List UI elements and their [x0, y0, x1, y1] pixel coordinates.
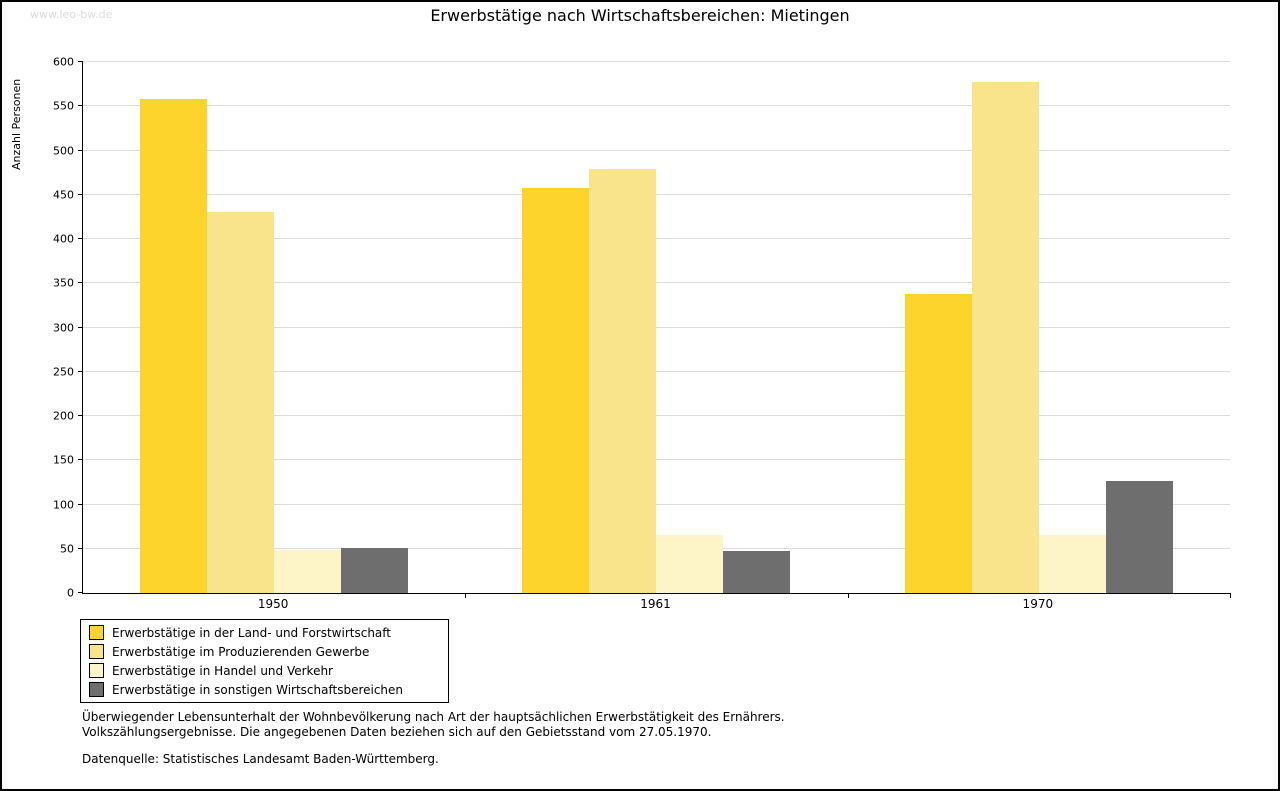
y-tick-label: 500 [53, 144, 74, 157]
x-axis-labels: 1950 1961 1970 [82, 597, 1229, 613]
footnote-line-1: Überwiegender Lebensunterhalt der Wohnbe… [82, 710, 785, 724]
x-tick-label: 1970 [1022, 597, 1054, 611]
y-tick-mark [78, 149, 83, 151]
y-tick-mark [78, 282, 83, 284]
y-tick-mark [78, 61, 83, 62]
y-tick-mark [78, 547, 83, 549]
bar [723, 550, 791, 593]
x-tick-mark [847, 593, 849, 598]
data-source: Datenquelle: Statistisches Landesamt Bad… [82, 752, 439, 766]
y-tick-mark [78, 370, 83, 372]
y-tick-mark [78, 459, 83, 461]
chart-title: Erwerbstätige nach Wirtschaftsbereichen:… [430, 6, 850, 25]
y-tick-mark [78, 193, 83, 195]
y-tick-label: 350 [53, 276, 74, 290]
x-tick-mark [465, 593, 467, 598]
bar [1038, 534, 1106, 593]
legend-label: Erwerbstätige in Handel und Verkehr [112, 663, 333, 678]
bar [904, 293, 972, 593]
bar-group-1950 [83, 62, 465, 593]
footnotes: Überwiegender Lebensunterhalt der Wohnbe… [82, 710, 785, 767]
y-tick-label: 400 [53, 232, 74, 246]
legend-item: Erwerbstätige in Handel und Verkehr [81, 661, 448, 680]
legend-item: Erwerbstätige in sonstigen Wirtschaftsbe… [81, 680, 448, 699]
bar [140, 99, 208, 593]
y-tick-mark [78, 592, 83, 593]
legend-label: Erwerbstätige im Produzierenden Gewerbe [112, 644, 370, 659]
y-tick-label: 50 [60, 542, 74, 556]
legend-item: Erwerbstätige in der Land- und Forstwirt… [81, 623, 448, 642]
bar-group-1970 [848, 62, 1230, 593]
bar [656, 534, 724, 593]
bar [971, 82, 1039, 593]
gridline [83, 61, 1230, 62]
gridline [83, 326, 1230, 328]
gridline [83, 415, 1230, 416]
y-tick-label: 450 [53, 188, 74, 202]
y-tick-mark [78, 326, 83, 328]
watermark-leo-bw: www.leo-bw.de [30, 8, 113, 21]
plot-area [78, 61, 1231, 598]
gridline [83, 193, 1230, 195]
gridline [83, 149, 1230, 151]
bar [1105, 480, 1173, 593]
bar [274, 549, 342, 593]
bar [341, 547, 409, 593]
y-tick-mark [78, 105, 83, 107]
y-tick-label: 300 [53, 321, 74, 334]
gridline [83, 238, 1230, 239]
gridline [83, 459, 1230, 461]
bar-group-1961 [465, 62, 847, 593]
legend-swatch [89, 663, 104, 678]
y-tick-label: 600 [53, 55, 74, 69]
legend-swatch [89, 682, 104, 697]
bar [522, 187, 590, 593]
y-tick-label: 200 [53, 409, 74, 423]
legend-label: Erwerbstätige in sonstigen Wirtschaftsbe… [112, 682, 404, 697]
x-tick-label: 1961 [640, 597, 671, 611]
y-axis-ticks: 0 50 100 150 200 250 300 350 400 450 500 550 600 [2, 56, 74, 600]
gridline [83, 503, 1230, 505]
y-tick-label: 0 [67, 586, 74, 600]
legend: Erwerbstätige in der Land- und Forstwirt… [80, 619, 449, 703]
gridline [83, 282, 1230, 284]
x-tick-label: 1950 [257, 597, 289, 611]
footnote-line-2: Volkszählungsergebnisse. Die angegebenen… [82, 725, 712, 739]
y-tick-mark [78, 415, 83, 416]
gridline [83, 105, 1230, 107]
y-tick-mark [78, 238, 83, 239]
bar [589, 169, 657, 593]
legend-swatch [89, 625, 104, 640]
y-tick-label: 100 [53, 498, 74, 511]
y-tick-label: 550 [53, 99, 74, 113]
x-tick-mark [1230, 593, 1231, 598]
legend-item: Erwerbstätige im Produzierenden Gewerbe [81, 642, 448, 661]
legend-label: Erwerbstätige in der Land- und Forstwirt… [112, 625, 391, 640]
y-tick-label: 250 [53, 365, 74, 379]
legend-swatch [89, 644, 104, 659]
gridline [83, 370, 1230, 372]
y-tick-mark [78, 503, 83, 505]
y-tick-label: 150 [53, 453, 74, 467]
bar [207, 212, 275, 593]
